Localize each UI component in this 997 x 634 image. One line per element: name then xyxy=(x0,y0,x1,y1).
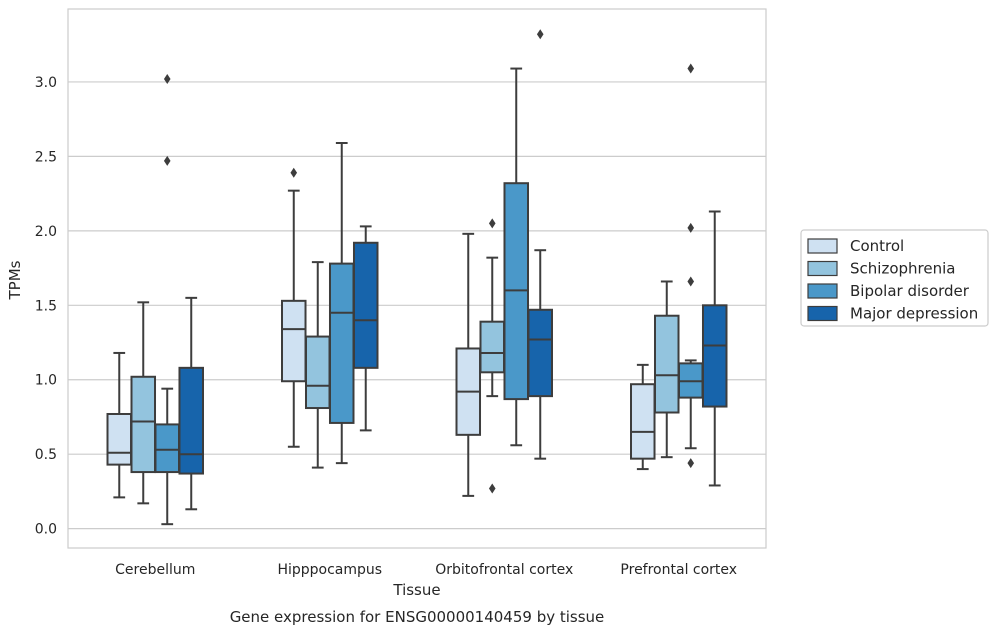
boxes-layer xyxy=(106,29,728,526)
y-tick-label: 3.0 xyxy=(35,75,57,91)
legend-swatch xyxy=(807,260,838,277)
iqr-box xyxy=(653,314,680,414)
y-tick-label: 1.5 xyxy=(35,298,57,314)
outlier-marker xyxy=(488,218,496,229)
y-tick-label: 0.5 xyxy=(35,447,57,463)
outlier-marker xyxy=(536,29,544,40)
iqr-box xyxy=(304,335,331,410)
y-tick-label: 2.0 xyxy=(35,224,57,240)
box-bipolar-disorder xyxy=(503,67,530,447)
outlier-marker xyxy=(290,167,298,178)
box-bipolar-disorder xyxy=(328,142,355,465)
box-schizophrenia xyxy=(653,280,680,459)
chart-caption: Gene expression for ENSG00000140459 by t… xyxy=(230,608,605,626)
legend-label: Major depression xyxy=(850,305,978,323)
outlier-marker xyxy=(687,63,695,74)
outlier-marker xyxy=(163,73,171,84)
legend-label: Bipolar disorder xyxy=(850,282,970,300)
legend-swatch xyxy=(807,238,838,254)
box-major-depression xyxy=(178,296,204,511)
legend-swatch xyxy=(807,305,838,322)
legend-label: Schizophrenia xyxy=(850,260,955,278)
box-control xyxy=(281,167,307,448)
iqr-box xyxy=(106,412,133,466)
plot-area-frame xyxy=(67,8,767,549)
iqr-box xyxy=(178,366,204,475)
box-major-depression xyxy=(352,225,379,432)
x-axis-label: Tissue xyxy=(392,581,440,599)
outlier-marker xyxy=(687,222,695,233)
y-axis-label: TPMs xyxy=(6,260,24,300)
legend-swatch xyxy=(807,283,838,299)
iqr-box xyxy=(630,383,656,460)
box-control xyxy=(455,232,482,497)
x-tick-label: Cerebellum xyxy=(115,562,195,578)
iqr-box xyxy=(328,262,355,424)
box-major-depression xyxy=(527,29,553,460)
outlier-marker xyxy=(687,276,695,287)
box-control xyxy=(630,363,656,471)
iqr-box xyxy=(154,423,181,474)
x-tick-labels: Cerebellum Hipppocampus Orbitofrontal cort… xyxy=(115,562,737,578)
legend-label: Control xyxy=(850,237,904,255)
y-tick-labels: 0.0 0.5 1.0 1.5 2.0 2.5 3.0 xyxy=(35,75,57,538)
iqr-box xyxy=(479,320,506,374)
box-schizophrenia xyxy=(479,218,506,494)
iqr-box xyxy=(527,308,553,398)
iqr-box xyxy=(130,375,157,474)
legend-frame xyxy=(800,229,989,327)
iqr-box xyxy=(352,241,379,369)
x-tick-label: Orbitofrontal cortex xyxy=(435,562,573,578)
x-tick-label: Hipppocampus xyxy=(277,562,382,578)
iqr-box xyxy=(701,304,728,408)
x-tick-label: Prefrontal cortex xyxy=(620,562,737,578)
outlier-marker xyxy=(687,458,695,469)
box-bipolar-disorder xyxy=(677,63,704,469)
y-tick-label: 2.5 xyxy=(35,149,57,165)
outlier-marker xyxy=(488,483,496,494)
y-tick-label: 0.0 xyxy=(35,522,57,538)
box-schizophrenia xyxy=(304,261,331,469)
outlier-marker xyxy=(163,155,171,166)
box-bipolar-disorder xyxy=(154,73,181,526)
box-control xyxy=(106,351,133,499)
box-major-depression xyxy=(701,210,728,487)
box-schizophrenia xyxy=(130,301,157,505)
y-tick-label: 1.0 xyxy=(35,373,57,389)
iqr-box xyxy=(281,299,307,383)
legend: Control Schizophrenia Bipolar disorder Majo… xyxy=(800,229,989,327)
